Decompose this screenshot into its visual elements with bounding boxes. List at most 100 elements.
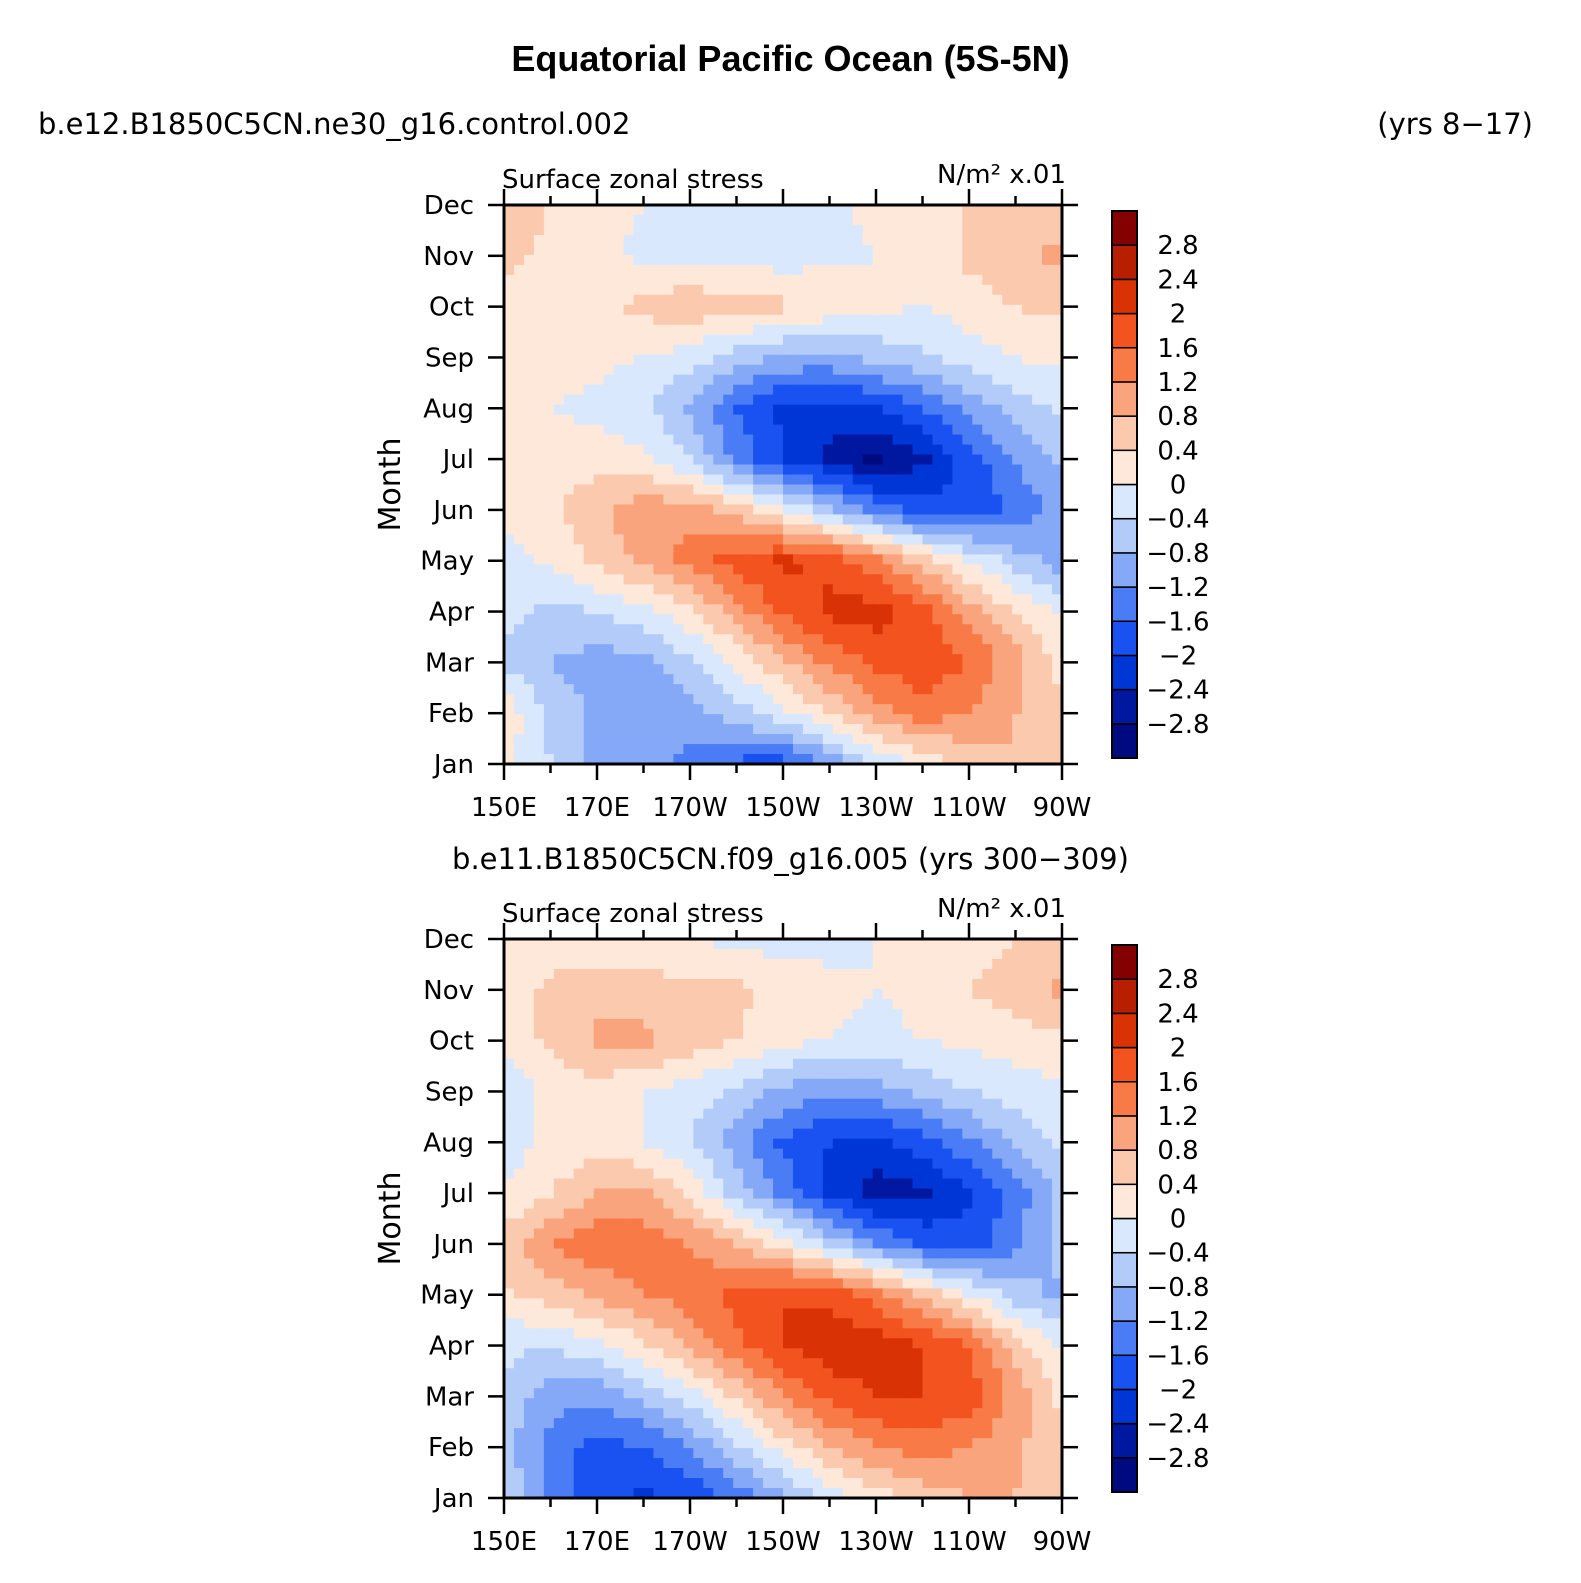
contour-cell [822,424,834,436]
contour-cell [523,988,535,1000]
contour-cell [872,334,884,346]
contour-cell [733,224,744,236]
contour-cell [693,614,704,625]
contour-cell [1002,624,1013,635]
colorbar-swatch [1111,278,1138,315]
contour-cell [573,474,585,486]
y-tick-label: Apr [429,598,474,628]
contour-cell [1012,324,1023,336]
contour-cell [912,694,924,705]
contour-cell [733,1068,744,1080]
contour-cell [962,704,973,715]
contour-cell [952,464,963,476]
contour-cell [653,264,665,276]
contour-cell [513,958,525,970]
contour-cell [802,494,814,506]
contour-cell [1042,434,1053,446]
contour-cell [822,998,834,1010]
contour-cell [822,664,834,675]
contour-cell [1002,434,1013,446]
contour-cell [1022,664,1033,675]
contour-cell [553,1208,565,1220]
contour-cell [842,654,854,665]
contour-cell [673,968,684,980]
contour-cell [822,464,834,476]
colorbar: −2.8−2.4−2−1.6−1.2−0.8−0.400.40.81.21.62… [1111,210,1210,759]
contour-cell [623,214,635,226]
contour-cell [882,978,894,990]
contour-cell [623,1018,635,1030]
contour-cell [543,454,555,466]
contour-cell [653,978,665,990]
contour-cell [872,998,884,1010]
contour-cell [573,494,585,506]
contour-cell [802,1078,814,1090]
contour-cell [763,494,774,506]
contour-cell [1022,594,1033,605]
contour-cell [892,524,904,536]
contour-cell [832,224,844,236]
contour-cell [653,1238,665,1250]
contour-cell [743,1208,754,1220]
contour-cell [553,1068,565,1080]
contour-cell [723,988,734,1000]
contour-cell [623,664,635,675]
contour-cell [992,284,1003,296]
contour-cell [603,584,615,595]
contour-cell [593,304,605,316]
contour-cell [504,354,515,366]
contour-cell [872,584,884,595]
contour-cell [1032,958,1043,970]
contour-cell [872,1228,884,1240]
contour-cell [753,1028,764,1040]
contour-cell [504,294,515,306]
contour-cell [593,968,605,980]
contour-cell [862,594,874,605]
contour-cell [673,1198,684,1210]
contour-cell [952,1108,963,1120]
contour-cell [623,1178,635,1190]
contour-cell [513,1228,525,1240]
contour-cell [743,205,754,216]
contour-cell [812,634,824,645]
contour-cell [1002,584,1013,595]
contour-cell [563,524,575,536]
contour-cell [962,444,973,456]
contour-cell [733,205,744,216]
contour-cell [773,484,784,496]
contour-cell [723,1158,734,1170]
contour-cell [723,664,734,675]
contour-cell [852,1028,864,1040]
contour-cell [643,1168,655,1180]
contour-cell [653,674,665,685]
contour-cell [593,1248,605,1260]
contour-cell [613,654,625,665]
contour-cell [563,734,575,745]
contour-cell [733,584,744,595]
contour-cell [643,494,655,506]
contour-cell [633,1038,645,1050]
contour-cell [663,294,674,306]
contour-cell [972,604,983,615]
contour-cell [703,264,714,276]
contour-cell [623,254,635,266]
contour-cell [504,474,515,486]
contour-cell [513,1198,525,1210]
contour-cell [1052,414,1063,426]
contour-cell [563,514,575,526]
contour-cell [673,1158,684,1170]
contour-cell [832,504,844,516]
contour-cell [992,1138,1003,1150]
contour-cell [812,1088,824,1100]
contour-cell [1032,714,1043,725]
contour-cell [563,1008,575,1020]
contour-cell [922,998,934,1010]
contour-cell [773,284,784,296]
contour-cell [972,264,983,276]
contour-cell [1042,614,1053,625]
contour-cell [942,694,953,705]
contour-cell [932,574,944,585]
contour-cell [902,634,914,645]
contour-cell [513,234,525,246]
contour-cell [563,674,575,685]
